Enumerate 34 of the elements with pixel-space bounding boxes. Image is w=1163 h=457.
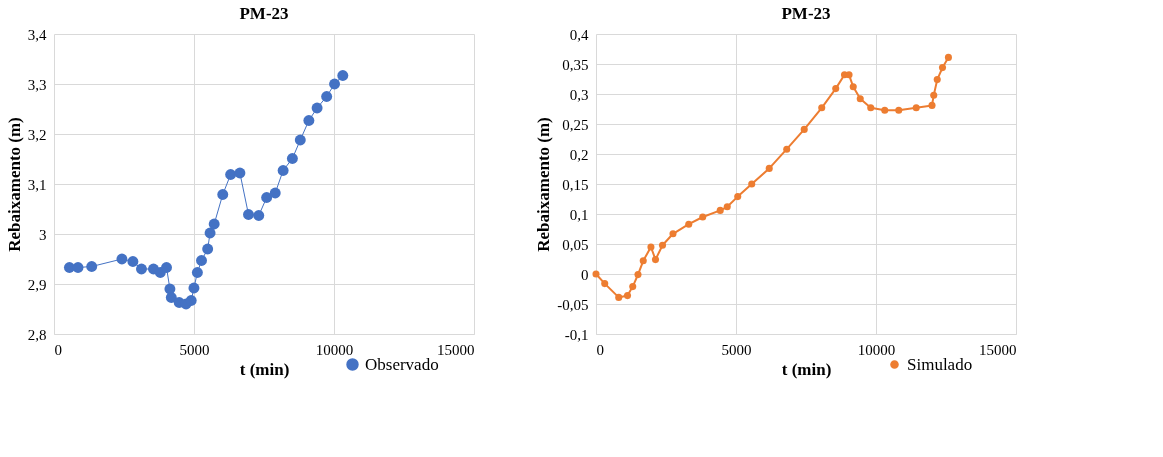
y-tick-label: 0 [581, 266, 589, 283]
x-tick-label: 10000 [315, 341, 354, 358]
x-tick-label: 15000 [437, 341, 475, 358]
y-tick-label: 2,9 [27, 276, 47, 293]
chart-title: PM-23 [239, 4, 289, 23]
x-tick-label: 5000 [179, 341, 210, 358]
y-tick-label: 0,2 [569, 146, 589, 163]
y-tick-label: 0,15 [562, 176, 589, 193]
y-axis-title: Rebaixamento (m) [534, 117, 554, 252]
y-tick-label: 0,1 [569, 206, 589, 223]
x-axis-title: t (min) [781, 359, 832, 379]
y-axis-title: Rebaixamento (m) [4, 117, 24, 252]
y-tick-label: 3,3 [27, 76, 47, 93]
legend-label: Simulado [907, 354, 973, 374]
y-tick-label: 3 [39, 226, 47, 243]
y-tick-label: -0,05 [557, 296, 589, 313]
y-tick-label: -0,1 [564, 326, 589, 343]
y-tick-label: 3,1 [27, 176, 47, 193]
y-tick-label: 2,8 [27, 326, 47, 343]
y-tick-label: 0,05 [562, 236, 589, 253]
y-tick-label: 0,25 [562, 116, 589, 133]
y-tick-label: 0,35 [562, 56, 589, 73]
legend-label: Observado [365, 354, 439, 374]
x-tick-label: 10000 [857, 341, 896, 358]
x-tick-label: 5000 [721, 341, 752, 358]
y-tick-label: 0,3 [569, 86, 589, 103]
y-tick-label: 3,2 [27, 126, 47, 143]
y-tick-label: 3,4 [27, 26, 47, 43]
x-tick-label: 15000 [979, 341, 1017, 358]
chart-title: PM-23 [781, 4, 831, 23]
y-tick-label: 0,4 [569, 26, 589, 43]
x-tick-label: 0 [596, 341, 604, 358]
x-axis-title: t (min) [239, 359, 290, 379]
x-tick-label: 0 [54, 341, 62, 358]
